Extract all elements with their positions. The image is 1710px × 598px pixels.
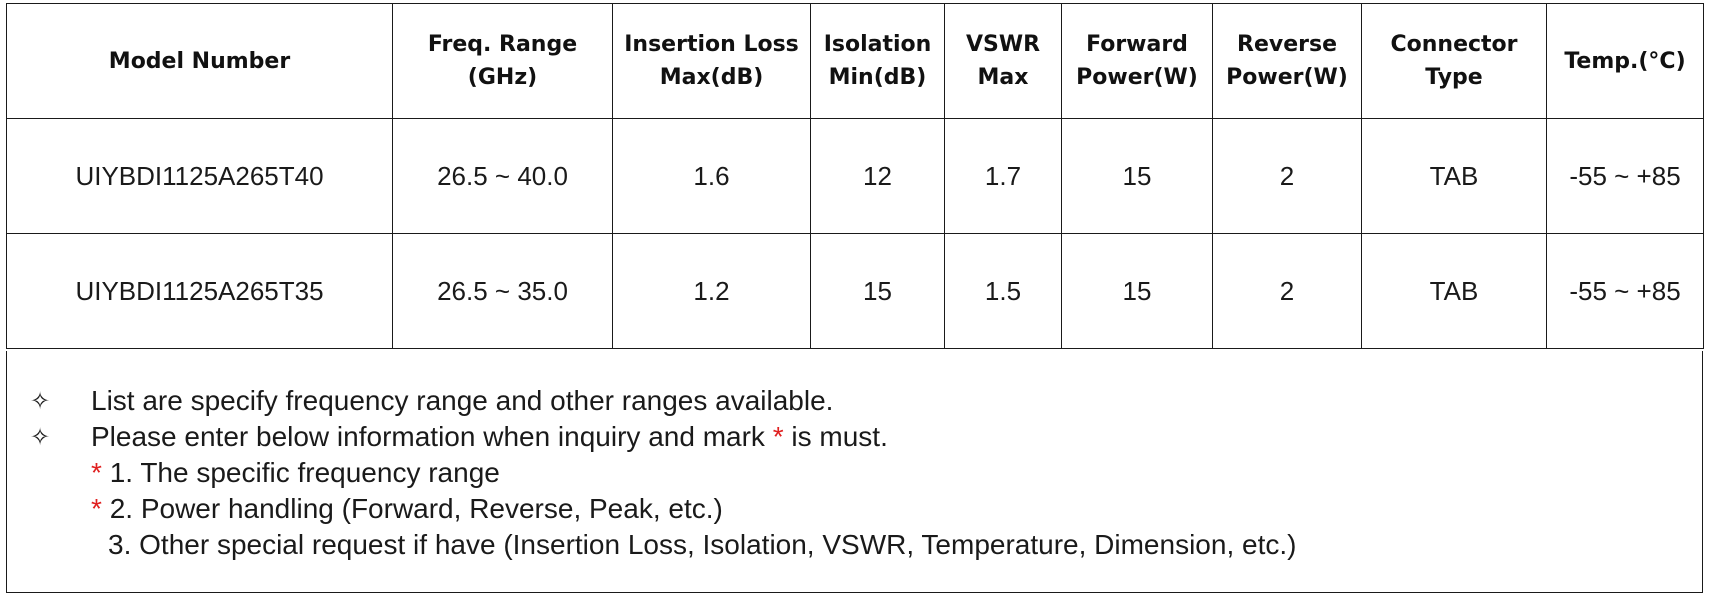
requirement-text: * 2. Power handling (Forward, Reverse, P…	[91, 491, 723, 527]
notes-section: ✧ List are specify frequency range and o…	[6, 351, 1703, 593]
cell-freq-range: 26.5 ~ 40.0	[392, 118, 613, 234]
cell-model-number: UIYBDI1125A265T40	[6, 118, 393, 234]
requirement-label: 3. Other special request if have (Insert…	[108, 529, 1297, 560]
header-model-number: Model Number	[6, 3, 393, 119]
cell-freq-range: 26.5 ~ 35.0	[392, 233, 613, 349]
cell-reverse-power: 2	[1212, 233, 1362, 349]
requirement-text: * 1. The specific frequency range	[91, 455, 500, 491]
cell-temperature: -55 ~ +85	[1546, 233, 1704, 349]
cell-forward-power: 15	[1061, 233, 1213, 349]
required-mark: *	[91, 457, 102, 488]
cell-vswr: 1.7	[944, 118, 1062, 234]
note-text: Please enter below information when inqu…	[91, 419, 888, 455]
cell-temperature: -55 ~ +85	[1546, 118, 1704, 234]
cell-reverse-power: 2	[1212, 118, 1362, 234]
star-bullet-icon: ✧	[29, 387, 51, 415]
requirement-label: 1. The specific frequency range	[109, 457, 500, 488]
header-insertion-loss: Insertion Loss Max(dB)	[612, 3, 811, 119]
header-reverse-power: Reverse Power(W)	[1212, 3, 1362, 119]
header-freq-range: Freq. Range (GHz)	[392, 3, 613, 119]
cell-insertion-loss: 1.2	[612, 233, 811, 349]
cell-vswr: 1.5	[944, 233, 1062, 349]
note-text-part: Please enter below information when inqu…	[91, 421, 773, 452]
cell-model-number: UIYBDI1125A265T35	[6, 233, 393, 349]
header-isolation: Isolation Min(dB)	[810, 3, 945, 119]
header-temperature: Temp.(°C)	[1546, 3, 1704, 119]
requirement-label: 2. Power handling (Forward, Reverse, Pea…	[109, 493, 723, 524]
table-row: UIYBDI1125A265T40 26.5 ~ 40.0 1.6 12 1.7…	[6, 118, 1704, 234]
required-mark: *	[91, 493, 102, 524]
header-connector-type: Connector Type	[1361, 3, 1547, 119]
cell-isolation: 12	[810, 118, 945, 234]
required-mark: *	[772, 421, 784, 452]
cell-forward-power: 15	[1061, 118, 1213, 234]
cell-connector-type: TAB	[1361, 118, 1547, 234]
cell-isolation: 15	[810, 233, 945, 349]
star-bullet-icon: ✧	[29, 423, 51, 451]
cell-insertion-loss: 1.6	[612, 118, 811, 234]
header-vswr: VSWR Max	[944, 3, 1062, 119]
spec-table: Model Number Freq. Range (GHz) Insertion …	[6, 3, 1704, 349]
table-row: UIYBDI1125A265T35 26.5 ~ 35.0 1.2 15 1.5…	[6, 233, 1704, 349]
note-text: List are specify frequency range and oth…	[91, 385, 834, 416]
header-forward-power: Forward Power(W)	[1061, 3, 1213, 119]
cell-connector-type: TAB	[1361, 233, 1547, 349]
note-text-part: is must.	[783, 421, 888, 452]
table-header-row: Model Number Freq. Range (GHz) Insertion …	[6, 3, 1704, 119]
